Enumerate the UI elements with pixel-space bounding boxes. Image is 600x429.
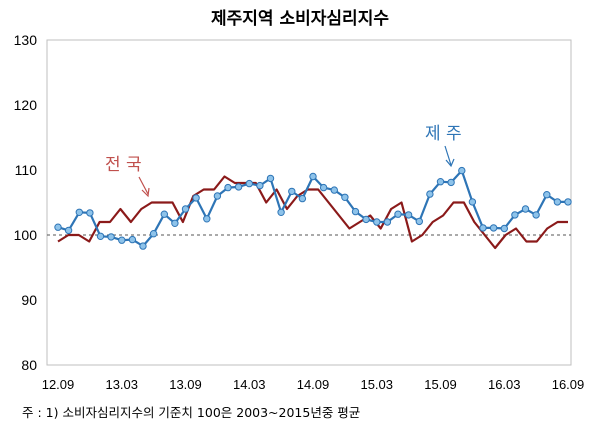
series-line-national: [57, 175, 568, 250]
jeju-data-point: [489, 224, 498, 232]
y-tick-label: 90: [21, 292, 37, 308]
jeju-data-point: [149, 230, 158, 238]
jeju-data-point: [298, 194, 307, 203]
jeju-data-point: [160, 210, 169, 218]
jeju-data-point: [341, 193, 349, 202]
jeju-data-point: [213, 192, 222, 200]
footnote: 주 : 1) 소비자심리지수의 기준치 100은 2003~2015년중 평균: [22, 405, 361, 420]
jeju-data-point: [415, 217, 423, 226]
jeju-data-point: [245, 179, 254, 188]
series-markers-jeju: [54, 166, 572, 250]
jeju-data-point: [203, 215, 211, 223]
jeju-data-point: [309, 172, 317, 181]
chart-title: 제주지역 소비자심리지수: [211, 9, 389, 29]
jeju-data-point: [181, 205, 190, 213]
y-tick-label: 80: [21, 357, 37, 373]
y-tick-label: 110: [15, 162, 38, 178]
jeju-data-point: [224, 183, 232, 192]
jeju-data-point: [447, 178, 455, 187]
arrow-national: [138, 176, 150, 198]
jeju-data-point: [426, 190, 434, 198]
jeju-data-point: [564, 198, 572, 206]
jeju-data-point: [192, 194, 200, 202]
x-tick-label: 16.03: [488, 377, 521, 392]
x-tick-label: 15.09: [424, 377, 457, 392]
jeju-data-point: [362, 215, 370, 224]
x-axis-ticks: 12.09 13.03 13.09 14.03 14.09 15.03 15.09 16.03…: [42, 377, 585, 392]
jeju-data-point: [553, 198, 562, 206]
jeju-data-point: [404, 211, 413, 219]
jeju-data-point: [64, 226, 73, 235]
jeju-data-point: [319, 183, 328, 192]
x-tick-label: 16.09: [552, 377, 585, 392]
jeju-data-point: [107, 233, 115, 241]
jeju-data-point: [511, 211, 519, 219]
jeju-data-point: [256, 181, 264, 190]
jeju-data-point: [373, 218, 381, 226]
jeju-data-point: [139, 242, 147, 250]
jeju-data-point: [288, 187, 296, 196]
jeju-data-point: [521, 205, 530, 213]
x-tick-label: 14.09: [297, 377, 330, 392]
jeju-data-point: [479, 224, 487, 232]
annotation-national: 전 국: [105, 155, 142, 175]
jeju-data-point: [266, 174, 275, 183]
x-tick-label: 13.03: [105, 377, 138, 392]
jeju-data-point: [75, 208, 84, 217]
jeju-data-point: [86, 209, 94, 217]
jeju-data-point: [543, 191, 551, 199]
y-axis-ticks: 80 90 100 110 120 130: [14, 32, 38, 373]
x-tick-label: 12.09: [42, 377, 75, 392]
jeju-data-point: [500, 224, 508, 233]
y-tick-label: 100: [14, 227, 38, 243]
jeju-data-point: [54, 223, 62, 231]
jeju-data-point: [394, 210, 402, 218]
jeju-data-point: [128, 235, 137, 244]
jeju-data-point: [277, 208, 285, 217]
jeju-data-point: [436, 178, 445, 186]
jeju-data-point: [234, 183, 243, 191]
annotation-jeju: 제 주: [425, 124, 462, 144]
x-tick-label: 15.03: [360, 377, 393, 392]
y-tick-label: 120: [14, 97, 38, 113]
x-tick-label: 14.03: [233, 377, 266, 392]
jeju-data-point: [118, 236, 126, 244]
x-tick-label: 13.09: [169, 377, 202, 392]
jeju-data-point: [171, 219, 179, 228]
plot-area-frame: [46, 39, 572, 366]
jeju-data-point: [458, 166, 466, 175]
jeju-data-point: [383, 218, 392, 226]
jeju-data-point: [468, 198, 477, 206]
y-tick-label: 130: [14, 32, 38, 48]
jeju-data-point: [330, 186, 338, 194]
jeju-data-point: [96, 232, 105, 241]
jeju-data-point: [351, 207, 360, 216]
jeju-data-point: [532, 211, 540, 219]
arrow-jeju: [444, 145, 455, 168]
